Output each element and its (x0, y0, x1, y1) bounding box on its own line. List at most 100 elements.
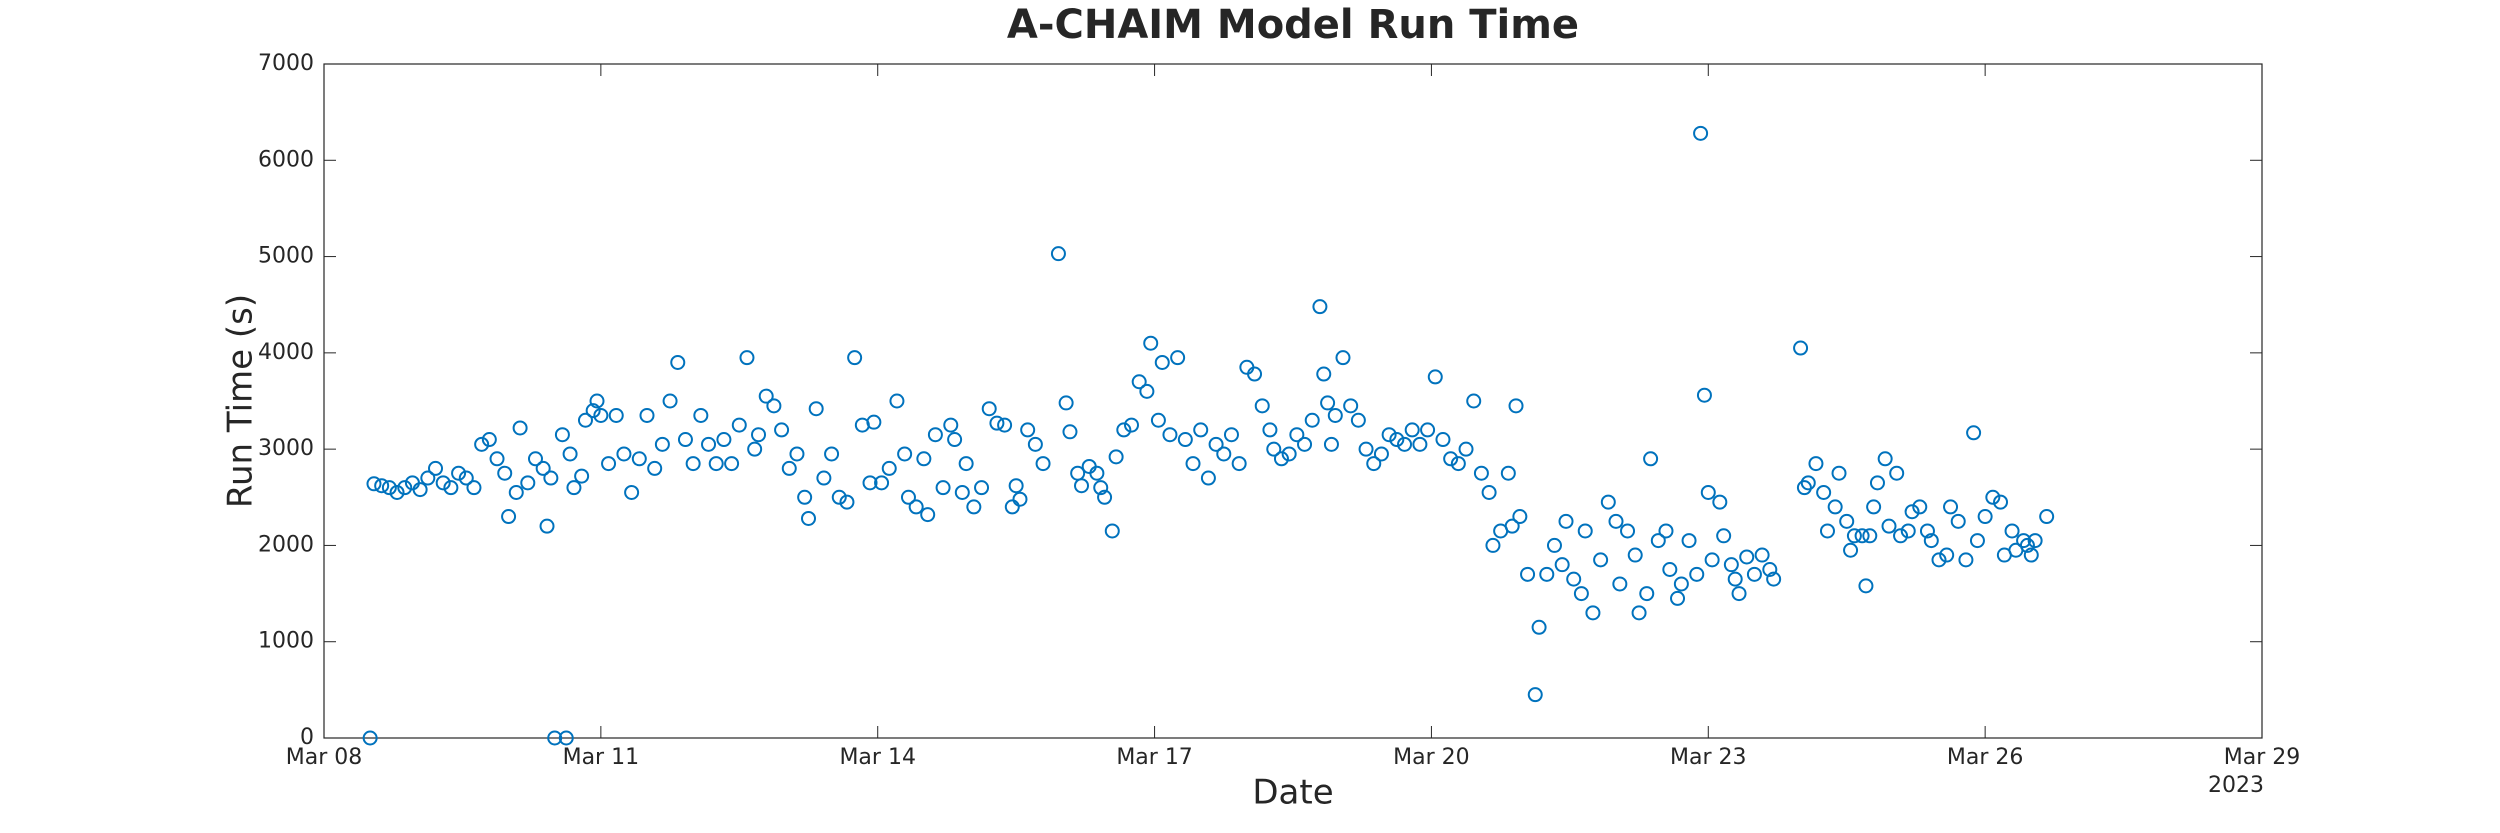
point (766, 398, 782, 414)
point (1700, 484, 1716, 500)
point (1481, 484, 1497, 500)
point (1554, 557, 1570, 573)
point (481, 432, 497, 448)
point (1170, 350, 1186, 366)
point (958, 456, 974, 472)
point (1693, 125, 1709, 141)
point (1716, 528, 1732, 544)
point (1762, 562, 1778, 577)
point (1566, 571, 1582, 587)
point (1397, 436, 1413, 452)
point (1839, 513, 1855, 529)
point (897, 446, 913, 462)
point (1673, 576, 1689, 592)
point (1869, 475, 1885, 491)
point (1593, 552, 1609, 568)
y-tick-label: 1000 (258, 629, 314, 654)
point (900, 489, 916, 505)
point (1208, 436, 1224, 452)
point (1366, 456, 1382, 472)
point (1035, 456, 1051, 472)
point (428, 460, 444, 476)
point (1696, 387, 1712, 403)
y-tick-label: 7000 (258, 51, 314, 76)
point (601, 456, 617, 472)
point (1458, 441, 1474, 457)
point (1558, 513, 1574, 529)
x-tick-label: Mar 23 (1670, 745, 1747, 770)
point (1658, 523, 1674, 539)
point (2027, 533, 2043, 549)
point (1443, 451, 1459, 467)
point (1904, 504, 1920, 520)
point (1004, 499, 1020, 515)
point (881, 460, 897, 476)
point (1739, 549, 1755, 565)
point (1704, 552, 1720, 568)
x-tick-label: Mar 26 (1947, 745, 2024, 770)
point (374, 478, 390, 494)
point (1639, 586, 1655, 602)
point (935, 480, 951, 496)
point (1931, 552, 1947, 568)
point (1062, 424, 1078, 440)
point (1231, 456, 1247, 472)
point (543, 470, 559, 486)
point (716, 432, 732, 448)
point (1473, 465, 1489, 481)
point (654, 436, 670, 452)
point (1420, 422, 1436, 438)
point (1862, 528, 1878, 544)
point (1020, 422, 1036, 438)
point (1943, 499, 1959, 515)
point (1074, 478, 1090, 494)
point (1412, 436, 1428, 452)
point (966, 499, 982, 515)
point (670, 354, 686, 370)
point (1058, 395, 1074, 411)
point (443, 480, 459, 496)
point (574, 468, 590, 484)
point (789, 446, 805, 462)
point (535, 460, 551, 476)
point (1912, 499, 1928, 515)
point (1819, 523, 1835, 539)
point (1866, 499, 1882, 515)
point (2004, 523, 2020, 539)
point (1846, 528, 1862, 544)
point (1950, 513, 1966, 529)
point (1500, 465, 1516, 481)
point (1427, 369, 1443, 385)
y-tick-label: 6000 (258, 147, 314, 172)
point (874, 475, 890, 491)
point (797, 489, 813, 505)
point (677, 432, 693, 448)
point (1643, 451, 1659, 467)
point (981, 401, 997, 417)
point (497, 465, 513, 481)
point (1712, 494, 1728, 510)
point (2039, 509, 2055, 525)
point (889, 393, 905, 409)
point (1177, 432, 1193, 448)
point (1093, 480, 1109, 496)
point (1585, 605, 1601, 621)
point (1050, 246, 1066, 262)
point (1520, 566, 1536, 582)
point (458, 470, 474, 486)
point (558, 730, 574, 746)
point (435, 475, 451, 491)
point (1327, 407, 1343, 423)
point (566, 480, 582, 496)
x-tick-label: Mar 08 (286, 745, 363, 770)
point (1793, 340, 1809, 356)
point (589, 393, 605, 409)
point (1154, 354, 1170, 370)
point (847, 350, 863, 366)
point (1808, 456, 1824, 472)
point (1266, 441, 1282, 457)
point (608, 407, 624, 423)
point (831, 489, 847, 505)
point (520, 475, 536, 491)
